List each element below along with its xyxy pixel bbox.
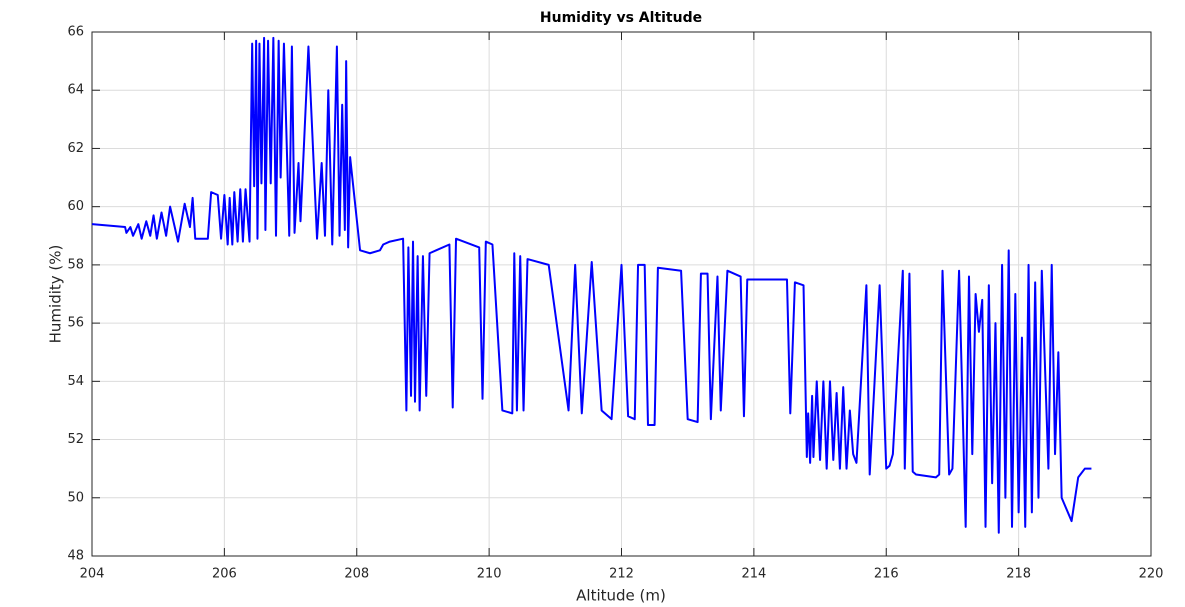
x-tick-label: 216: [874, 567, 899, 582]
chart-title: Humidity vs Altitude: [540, 10, 702, 26]
y-tick-label: 48: [67, 549, 84, 564]
x-tick-label: 206: [212, 567, 237, 582]
x-tick-label: 218: [1006, 567, 1031, 582]
y-tick-label: 56: [67, 316, 84, 331]
x-tick-label: 210: [477, 567, 502, 582]
x-axis-label: Altitude (m): [576, 587, 666, 605]
y-tick-label: 60: [67, 199, 84, 214]
y-tick-label: 50: [67, 490, 84, 505]
y-axis-label: Humidity (%): [47, 245, 65, 344]
x-tick-label: 214: [741, 567, 766, 582]
x-tick-label: 204: [80, 567, 105, 582]
data-line: [91, 36, 1092, 534]
x-tick-label: 208: [344, 567, 369, 582]
y-tick-label: 54: [67, 374, 84, 389]
x-tick-label: 212: [609, 567, 634, 582]
y-tick-label: 52: [67, 432, 84, 447]
y-tick-label: 66: [67, 25, 84, 40]
y-tick-label: 58: [67, 257, 84, 272]
y-tick-label: 62: [67, 141, 84, 156]
x-tick-label: 220: [1139, 567, 1164, 582]
y-tick-label: 64: [67, 83, 84, 98]
plot-frame: [91, 31, 1152, 557]
